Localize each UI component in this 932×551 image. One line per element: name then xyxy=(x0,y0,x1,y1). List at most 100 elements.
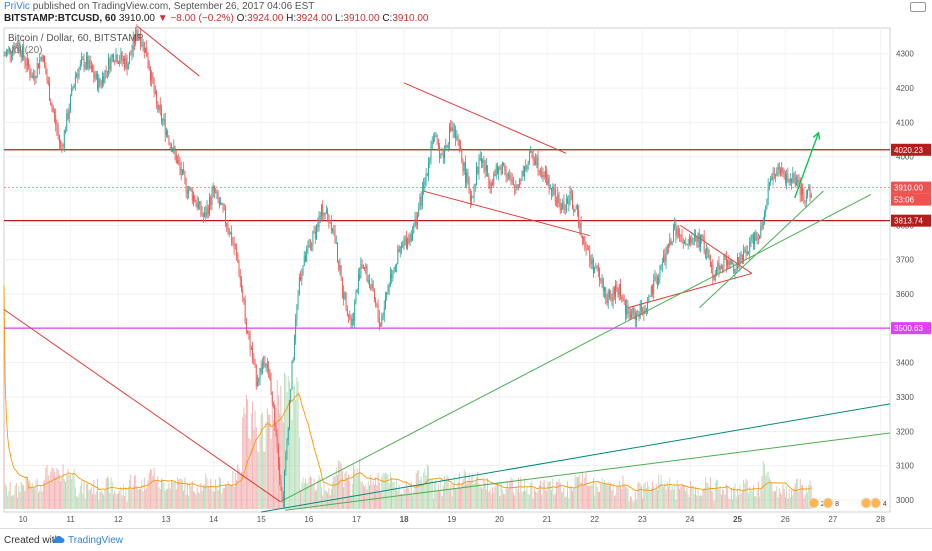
candle-body xyxy=(629,311,631,318)
candle-body xyxy=(679,234,681,236)
candle-body xyxy=(437,138,439,147)
volume-bar xyxy=(82,493,84,509)
volume-bar xyxy=(572,490,573,509)
candle-body xyxy=(583,236,585,239)
candle-body xyxy=(258,378,260,383)
volume-bar xyxy=(463,469,465,509)
candle-body xyxy=(474,184,476,186)
candle-body xyxy=(730,260,732,265)
volume-bar xyxy=(17,497,18,509)
candle-body xyxy=(409,234,411,243)
volume-bar xyxy=(764,464,765,509)
volume-bar xyxy=(644,481,646,509)
candle-body xyxy=(435,135,437,137)
volume-bar xyxy=(503,493,505,509)
volume-bar xyxy=(674,484,676,509)
volume-bar xyxy=(210,478,212,509)
volume-bar xyxy=(348,474,349,509)
volume-bar xyxy=(430,479,432,509)
candle-body xyxy=(19,42,21,54)
volume-bar xyxy=(670,489,672,509)
volume-bar xyxy=(552,478,554,509)
volume-bar xyxy=(588,486,589,509)
volume-bar xyxy=(67,468,69,509)
candle-body xyxy=(78,68,80,77)
candle-body xyxy=(666,245,668,253)
candle-body xyxy=(767,184,769,199)
volume-bar xyxy=(761,475,763,509)
volume-bar xyxy=(298,437,300,509)
volume-bar xyxy=(638,481,640,509)
volume-bar xyxy=(527,493,529,509)
volume-bar xyxy=(325,491,327,509)
volume-bar xyxy=(431,478,433,509)
candle-body xyxy=(357,274,359,289)
volume-bar xyxy=(418,470,420,509)
volume-bar xyxy=(61,478,63,509)
candle-body xyxy=(522,170,524,176)
volume-bar xyxy=(495,485,497,509)
candle-body xyxy=(138,34,140,37)
footer: Created with TradingView xyxy=(0,528,932,551)
tradingview-logo[interactable]: TradingView xyxy=(52,535,123,546)
volume-bar xyxy=(681,483,683,509)
volume-bar xyxy=(226,484,228,509)
candle-body xyxy=(265,364,267,367)
candle-body xyxy=(398,249,400,253)
candle-body xyxy=(485,165,487,172)
volume-bar xyxy=(307,482,309,509)
candle-body xyxy=(424,181,426,185)
candle-body xyxy=(661,262,663,266)
volume-bar xyxy=(810,485,812,509)
x-tick-label: 20 xyxy=(495,515,504,524)
y-tick-label: 3100 xyxy=(896,462,914,471)
candle-body xyxy=(178,160,180,163)
candle-body xyxy=(353,318,354,321)
price-axis[interactable]: 3000310032003300340035003600370038003900… xyxy=(891,50,931,505)
candle-body xyxy=(385,297,386,308)
plot-area[interactable] xyxy=(3,27,891,513)
candle-body xyxy=(55,115,57,125)
candle-body xyxy=(700,235,701,248)
countdown-bg xyxy=(891,193,931,206)
candle-body xyxy=(308,245,310,248)
author-link[interactable]: PriVic xyxy=(4,1,30,12)
candle-body xyxy=(291,362,293,389)
candle-body xyxy=(329,221,331,223)
candle-body xyxy=(561,208,562,211)
volume-bar xyxy=(178,479,180,509)
candle-body xyxy=(92,66,94,72)
level-label-bg xyxy=(891,143,931,156)
time-axis[interactable]: 10 11 12 13 14 15 16 17 18 19 20 21 22 23 24 25 26 27 28 xyxy=(19,515,886,524)
candle-body xyxy=(238,262,240,276)
volume-bar xyxy=(487,478,489,509)
candle-body xyxy=(56,124,58,131)
volume-bar xyxy=(510,477,512,509)
volume-bar xyxy=(580,482,582,509)
candle-body xyxy=(597,267,599,271)
volume-bar xyxy=(623,485,625,509)
candle-body xyxy=(213,186,215,193)
volume-bar xyxy=(370,474,372,509)
volume-bar xyxy=(718,489,720,509)
candle-body xyxy=(642,310,644,312)
volume-bar xyxy=(440,479,442,509)
volume-bar xyxy=(456,488,458,509)
volume-bar xyxy=(110,477,112,509)
volume-bar xyxy=(783,488,785,509)
price-chart[interactable]: 2854 30003100320033003400350036003700380… xyxy=(0,0,932,528)
candle-body xyxy=(634,312,636,321)
candle-body xyxy=(451,127,453,131)
volume-bar xyxy=(354,469,356,509)
candle-body xyxy=(708,255,710,258)
candle-body xyxy=(684,242,685,244)
volume-bar xyxy=(656,489,658,509)
volume-bar xyxy=(280,385,282,509)
candle-body xyxy=(513,182,514,186)
created-with-text: Created with xyxy=(4,535,61,546)
fullscreen-icon[interactable] xyxy=(910,2,926,12)
candle-body xyxy=(247,330,249,334)
volume-bar xyxy=(461,483,463,509)
volume-bar xyxy=(570,487,572,509)
volume-bar xyxy=(650,487,652,509)
